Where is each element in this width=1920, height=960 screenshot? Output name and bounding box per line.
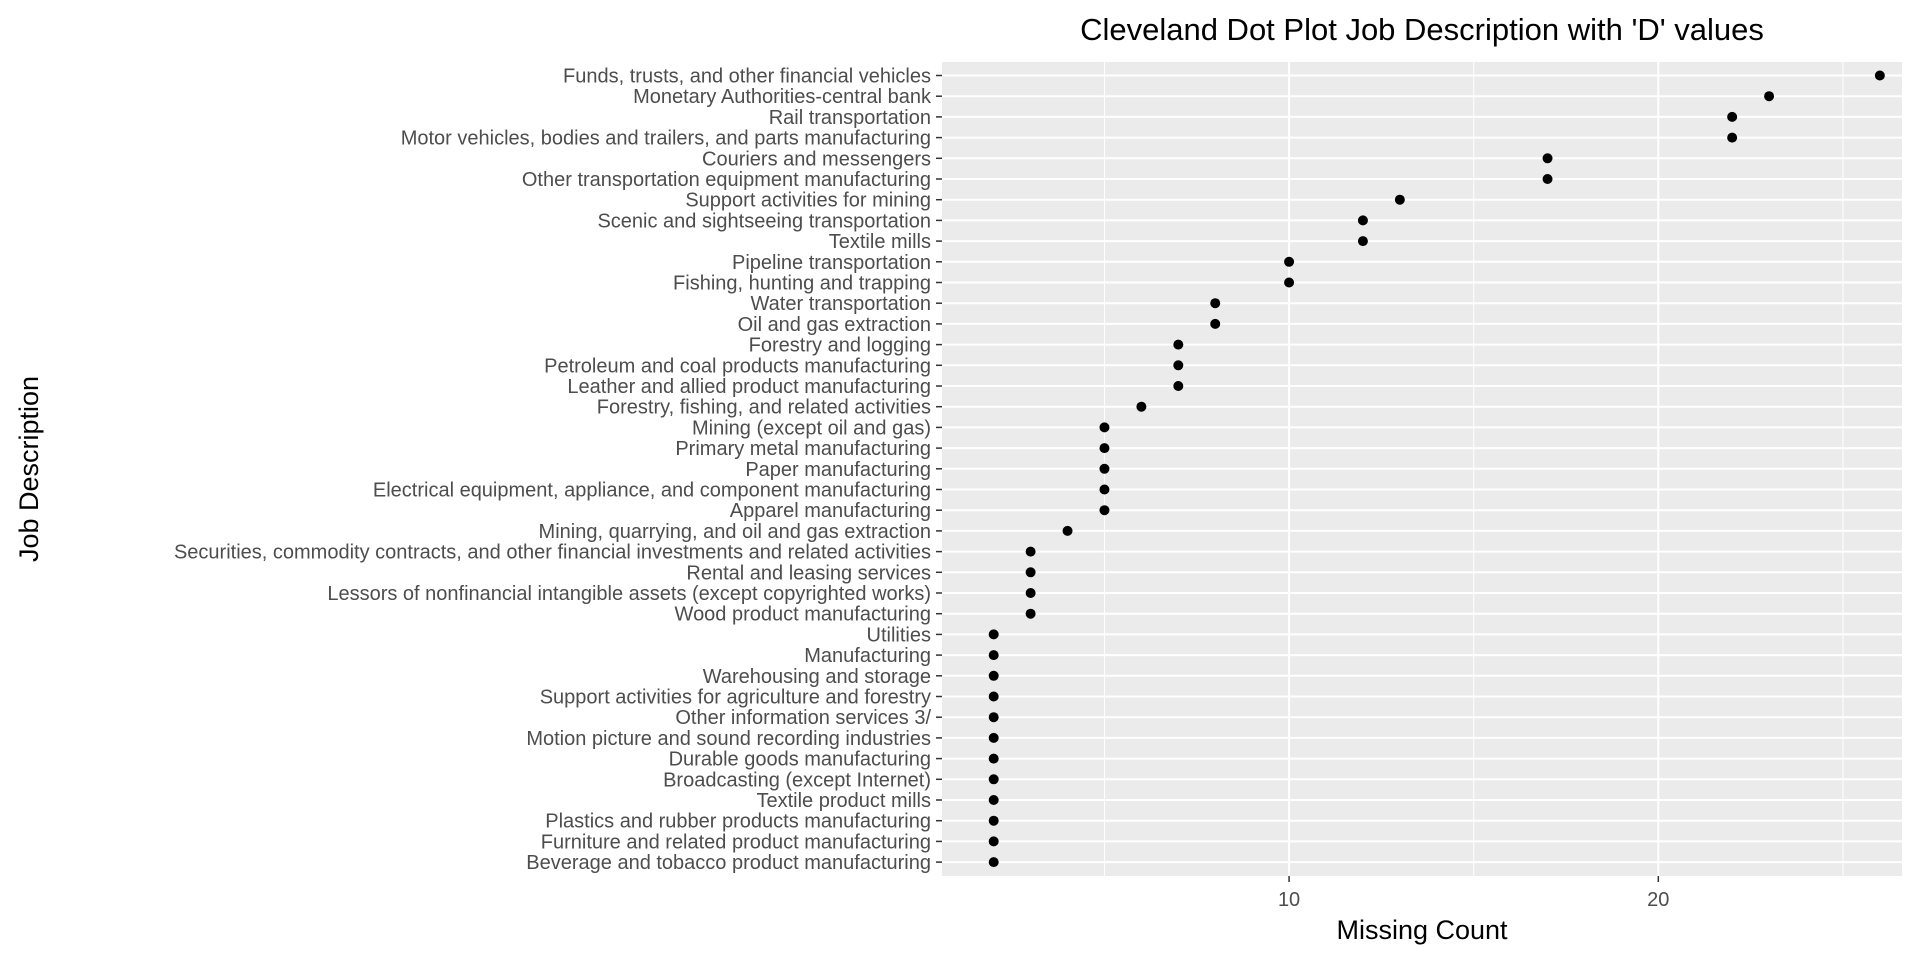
y-tick-label: Forestry, fishing, and related activitie… [597, 397, 931, 419]
y-tick-label: Mining, quarrying, and oil and gas extra… [539, 521, 931, 543]
y-tick-label: Support activities for mining [685, 190, 931, 212]
data-point [1025, 588, 1036, 598]
y-tick-label: Paper manufacturing [745, 459, 931, 481]
y-tick-label: Textile mills [829, 231, 931, 253]
y-tick-label: Rail transportation [769, 107, 931, 129]
y-tick-label: Funds, trusts, and other financial vehic… [563, 66, 931, 88]
y-tick-label: Petroleum and coal products manufacturin… [544, 355, 931, 377]
y-tick-label: Other information services 3/ [675, 707, 931, 729]
data-point [1357, 236, 1368, 247]
y-tick-label: Leather and allied product manufacturing [567, 376, 931, 398]
data-point [988, 795, 999, 805]
data-point [988, 712, 999, 723]
data-point [1394, 194, 1405, 205]
data-point [988, 857, 999, 868]
data-point [1874, 70, 1885, 81]
data-point [1173, 381, 1184, 391]
data-point [988, 629, 999, 640]
y-tick-label: Manufacturing [804, 645, 931, 667]
data-point [1025, 567, 1036, 578]
y-axis-tick-labels: Funds, trusts, and other financial vehic… [174, 66, 942, 874]
data-point [1764, 91, 1775, 102]
y-tick-label: Electrical equipment, appliance, and com… [373, 480, 931, 502]
y-tick-label: Support activities for agriculture and f… [540, 687, 931, 709]
data-point [1099, 443, 1110, 454]
data-point [988, 732, 999, 743]
y-tick-label: Lessors of nonfinancial intangible asset… [327, 583, 931, 605]
data-point [988, 691, 999, 702]
chart-title: Cleveland Dot Plot Job Description with … [1080, 12, 1764, 47]
data-point [1025, 608, 1036, 619]
data-point [988, 815, 999, 826]
x-axis-title: Missing Count [1336, 915, 1508, 945]
data-point [1173, 360, 1184, 371]
y-axis-title: Job Description [14, 376, 44, 562]
y-tick-label: Water transportation [751, 293, 931, 315]
data-point [1025, 546, 1036, 557]
data-point [1357, 215, 1368, 226]
y-tick-label: Durable goods manufacturing [669, 749, 931, 771]
x-axis-tick-labels: 10 20 [1278, 876, 1669, 911]
data-point [988, 836, 999, 847]
y-tick-label: Primary metal manufacturing [675, 438, 931, 460]
y-tick-label: Mining (except oil and gas) [692, 417, 931, 439]
data-point [988, 774, 999, 785]
data-point [1542, 174, 1553, 184]
data-point [1099, 463, 1110, 474]
x-tick-label: 10 [1278, 889, 1300, 911]
y-tick-label: Monetary Authorities-central bank [633, 86, 932, 108]
data-point [1099, 422, 1110, 433]
y-tick-label: Scenic and sightseeing transportation [597, 210, 931, 232]
data-point [1136, 401, 1147, 412]
y-tick-label: Plastics and rubber products manufacturi… [545, 811, 931, 833]
y-tick-label: Pipeline transportation [732, 252, 931, 274]
data-point [1284, 277, 1295, 288]
data-point [1210, 318, 1221, 329]
y-tick-label: Furniture and related product manufactur… [541, 831, 931, 853]
data-point [1062, 525, 1073, 536]
data-point [1542, 153, 1553, 164]
data-points [988, 70, 1885, 868]
y-tick-label: Textile product mills [756, 790, 931, 812]
y-tick-label: Motion picture and sound recording indus… [526, 728, 931, 750]
x-tick-label: 20 [1647, 889, 1669, 911]
data-point [1727, 111, 1738, 122]
data-point [1099, 505, 1110, 516]
y-tick-label: Forestry and logging [749, 335, 931, 357]
data-point [1099, 484, 1110, 495]
y-tick-label: Other transportation equipment manufactu… [522, 169, 931, 191]
y-tick-label: Utilities [867, 624, 931, 646]
data-point [988, 650, 999, 661]
grid-lines [942, 62, 1902, 876]
y-tick-label: Securities, commodity contracts, and oth… [174, 542, 931, 564]
data-point [1210, 298, 1221, 309]
data-point [1173, 339, 1184, 350]
y-tick-label: Broadcasting (except Internet) [663, 769, 931, 791]
y-tick-label: Oil and gas extraction [738, 314, 931, 336]
y-tick-label: Warehousing and storage [703, 666, 931, 688]
y-tick-label: Couriers and messengers [702, 148, 931, 170]
y-tick-label: Beverage and tobacco product manufacturi… [526, 852, 931, 874]
y-tick-label: Apparel manufacturing [730, 500, 931, 522]
data-point [1727, 132, 1738, 143]
y-tick-label: Wood product manufacturing [675, 604, 931, 626]
data-point [988, 670, 999, 681]
data-point [1284, 256, 1295, 267]
y-tick-label: Rental and leasing services [686, 562, 931, 584]
y-tick-label: Fishing, hunting and trapping [673, 273, 931, 295]
data-point [988, 753, 999, 764]
y-tick-label: Motor vehicles, bodies and trailers, and… [401, 128, 931, 150]
